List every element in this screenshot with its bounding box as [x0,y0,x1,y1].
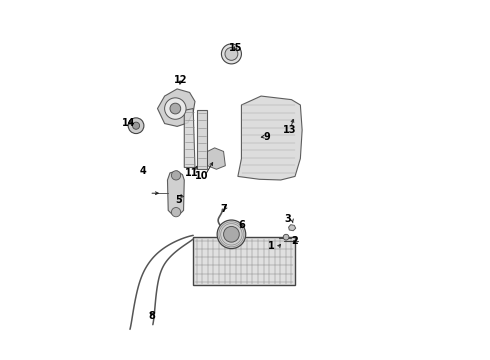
Text: 11: 11 [185,168,198,178]
Text: 14: 14 [122,118,136,128]
Text: 3: 3 [285,214,291,224]
Circle shape [225,48,238,60]
Circle shape [172,207,181,217]
Polygon shape [289,225,296,231]
Text: 8: 8 [148,311,155,321]
Text: 5: 5 [175,195,182,204]
Polygon shape [238,96,302,180]
Text: 6: 6 [238,220,245,230]
Circle shape [217,220,245,249]
Polygon shape [168,171,184,214]
Circle shape [172,171,181,180]
Text: 9: 9 [263,132,270,142]
Text: 7: 7 [220,203,227,213]
Polygon shape [184,109,195,167]
Bar [193,237,295,285]
Polygon shape [197,111,207,169]
Circle shape [165,98,186,119]
Circle shape [128,118,144,134]
Circle shape [170,103,181,114]
Circle shape [221,44,242,64]
Text: 12: 12 [174,75,188,85]
Circle shape [283,234,289,240]
Circle shape [223,226,239,242]
Text: 4: 4 [140,166,147,176]
Text: 2: 2 [292,236,298,246]
Text: 10: 10 [196,171,209,181]
Polygon shape [157,89,195,126]
Circle shape [132,122,140,129]
Text: 15: 15 [229,43,243,53]
Polygon shape [207,148,225,169]
Text: 1: 1 [269,241,275,251]
Text: 13: 13 [283,125,296,135]
